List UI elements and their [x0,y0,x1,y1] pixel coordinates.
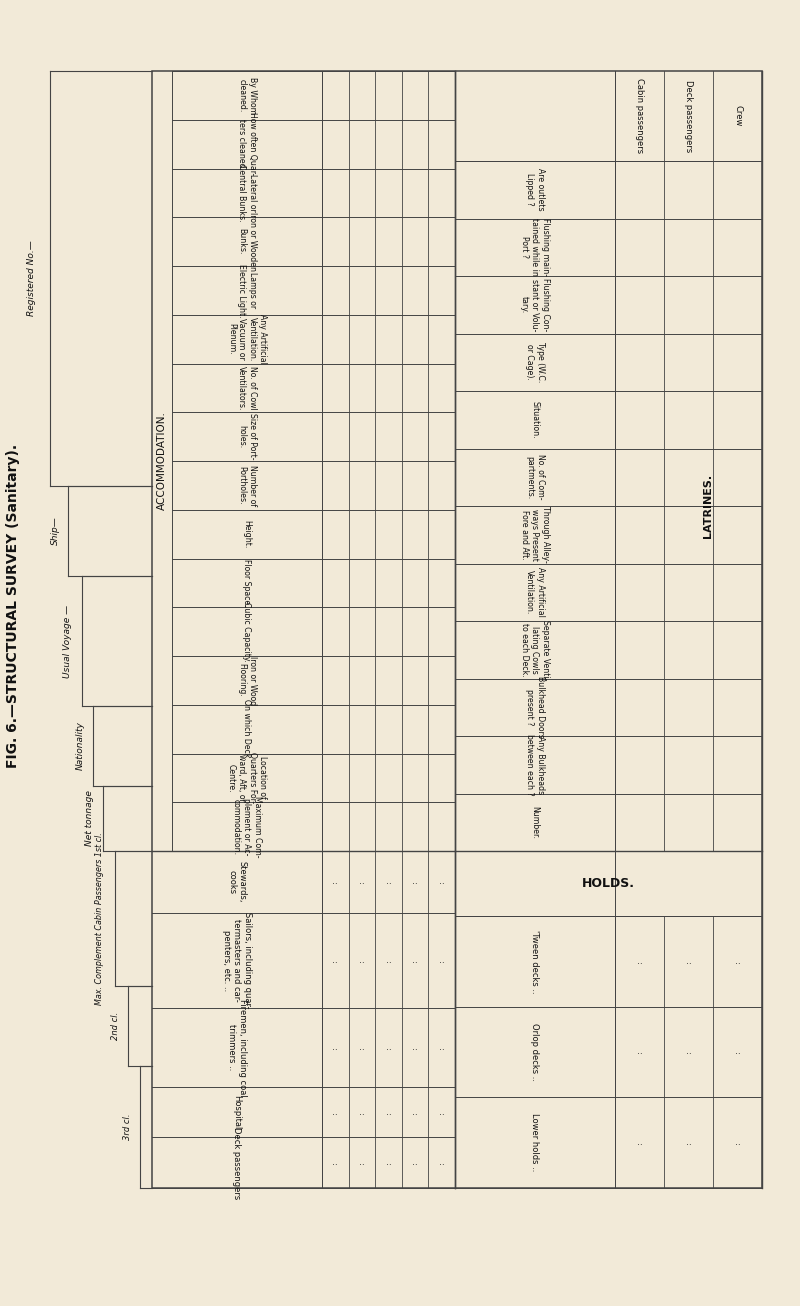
Text: ..: .. [412,878,418,887]
Text: 'Tween decks ..: 'Tween decks .. [530,930,539,993]
Text: ..: .. [686,1138,691,1147]
Text: Nationality: Nationality [75,721,85,771]
Text: ..: .. [333,1107,338,1117]
Text: ..: .. [412,1043,418,1053]
Text: ..: .. [386,1107,391,1117]
Text: ..: .. [734,1138,740,1147]
Text: FIG. 6.—STRUCTURAL SURVEY (Sanitary).: FIG. 6.—STRUCTURAL SURVEY (Sanitary). [6,444,20,768]
Text: LATRINES.: LATRINES. [703,474,714,538]
Text: ..: .. [637,1047,642,1057]
Text: No. of Com-
partments.: No. of Com- partments. [526,454,545,500]
Text: ..: .. [386,878,391,887]
Text: Orlop decks ..: Orlop decks .. [530,1023,539,1081]
Text: Deck passengers: Deck passengers [684,80,693,151]
Text: Type (W.C.
or Cage).: Type (W.C. or Cage). [526,342,545,383]
Text: ..: .. [359,956,365,965]
Text: ..: .. [439,1043,445,1053]
Text: ..: .. [686,1047,691,1057]
Text: Location of
Quarters For-
ward, Aft, or
Centre.: Location of Quarters For- ward, Aft, or … [227,752,267,803]
Text: ..: .. [386,1043,391,1053]
Text: 2nd cl.: 2nd cl. [110,1012,119,1040]
Text: ..: .. [637,1138,642,1147]
Text: Iron or Wood
Flooring.: Iron or Wood Flooring. [238,656,257,705]
Text: HOLDS.: HOLDS. [582,878,635,889]
Text: ..: .. [386,956,391,965]
Text: Separate Venti-
lating Cowls
to each Deck.: Separate Venti- lating Cowls to each Dec… [520,619,550,680]
Text: Height.: Height. [242,520,251,549]
Text: ..: .. [439,878,445,887]
Text: Any Artificial
Ventilation.: Any Artificial Ventilation. [526,567,545,618]
Text: Lamps or
Electric Light.: Lamps or Electric Light. [238,264,257,317]
Text: ..: .. [386,1158,391,1168]
Text: 3rd cl.: 3rd cl. [123,1114,133,1140]
Text: ..: .. [637,957,642,966]
Text: Flushing main-
tained while in
Port ?: Flushing main- tained while in Port ? [520,218,550,277]
Text: Number.: Number. [530,806,539,838]
Text: Stewards,
cooks: Stewards, cooks [227,861,246,902]
Text: ..: .. [333,956,338,965]
Text: ..: .. [333,878,338,887]
Text: Any Artificial
Ventilation.
Vacuum or
Plenum.: Any Artificial Ventilation. Vacuum or Pl… [227,315,267,364]
Text: ..: .. [412,1107,418,1117]
Text: Number of
Portholes.: Number of Portholes. [238,465,257,505]
Text: Max. Complement Cabin Passengers 1st cl.: Max. Complement Cabin Passengers 1st cl. [95,832,105,1004]
Text: ..: .. [439,956,445,965]
Text: ..: .. [412,956,418,965]
Text: By Whom
cleaned.: By Whom cleaned. [238,77,257,114]
Text: How often Quar-
ters cleaned.: How often Quar- ters cleaned. [238,112,257,176]
Text: Any Bulkheads
between each ?: Any Bulkheads between each ? [526,734,545,795]
Text: Sailors, including quar-
termasters and car-
penters, etc. ..: Sailors, including quar- termasters and … [222,913,252,1008]
Text: Lateral or
Central Bunks.: Lateral or Central Bunks. [238,165,257,222]
Text: ..: .. [686,957,691,966]
Text: ..: .. [333,1043,338,1053]
Text: ..: .. [439,1107,445,1117]
Text: Bulkhead Doors
present ?: Bulkhead Doors present ? [526,677,545,738]
Text: Registered No.—: Registered No.— [27,240,37,316]
Bar [152,71,762,1188]
Text: ..: .. [359,878,365,887]
Text: Cubic Capacity.: Cubic Capacity. [242,602,251,662]
Text: No. of Cowl
Ventilators.: No. of Cowl Ventilators. [238,366,257,410]
Text: Iron or Wooden
Bunks.: Iron or Wooden Bunks. [238,212,257,272]
Text: Situation.: Situation. [530,401,539,439]
Text: ..: .. [734,957,740,966]
Text: Crew: Crew [733,106,742,127]
Text: Lower holds ..: Lower holds .. [530,1114,539,1171]
Text: On which Deck.: On which Deck. [242,699,251,760]
Text: Firemen, including coal
trimmers ..: Firemen, including coal trimmers .. [227,999,246,1097]
Text: Size of Port-
holes.: Size of Port- holes. [238,414,257,460]
Text: ..: .. [734,1047,740,1057]
Text: ..: .. [359,1158,365,1168]
Text: ..: .. [359,1107,365,1117]
Text: Floor Space.: Floor Space. [242,559,251,607]
Text: ..: .. [359,1043,365,1053]
Text: Usual Voyage —: Usual Voyage — [63,605,73,678]
Text: Flushing Con-
stant or Volu-
tary.: Flushing Con- stant or Volu- tary. [520,278,550,332]
Text: ..: .. [333,1158,338,1168]
Text: Maximum Com-
plement or Ac-
commodation.: Maximum Com- plement or Ac- commodation. [232,795,262,857]
Text: ACCOMMODATION.: ACCOMMODATION. [157,411,167,511]
Text: Deck passengers: Deck passengers [233,1127,242,1199]
Text: Ship—: Ship— [50,517,59,546]
Text: Cabin passengers: Cabin passengers [635,78,644,154]
Text: Hospital: Hospital [233,1094,242,1130]
Text: Are outlets
Lipped ?: Are outlets Lipped ? [526,168,545,212]
Text: Through Alley-
ways Present
Fore and Aft.: Through Alley- ways Present Fore and Aft… [520,507,550,563]
Text: Net tonnage: Net tonnage [86,790,94,846]
Text: ..: .. [412,1158,418,1168]
Text: ..: .. [439,1158,445,1168]
